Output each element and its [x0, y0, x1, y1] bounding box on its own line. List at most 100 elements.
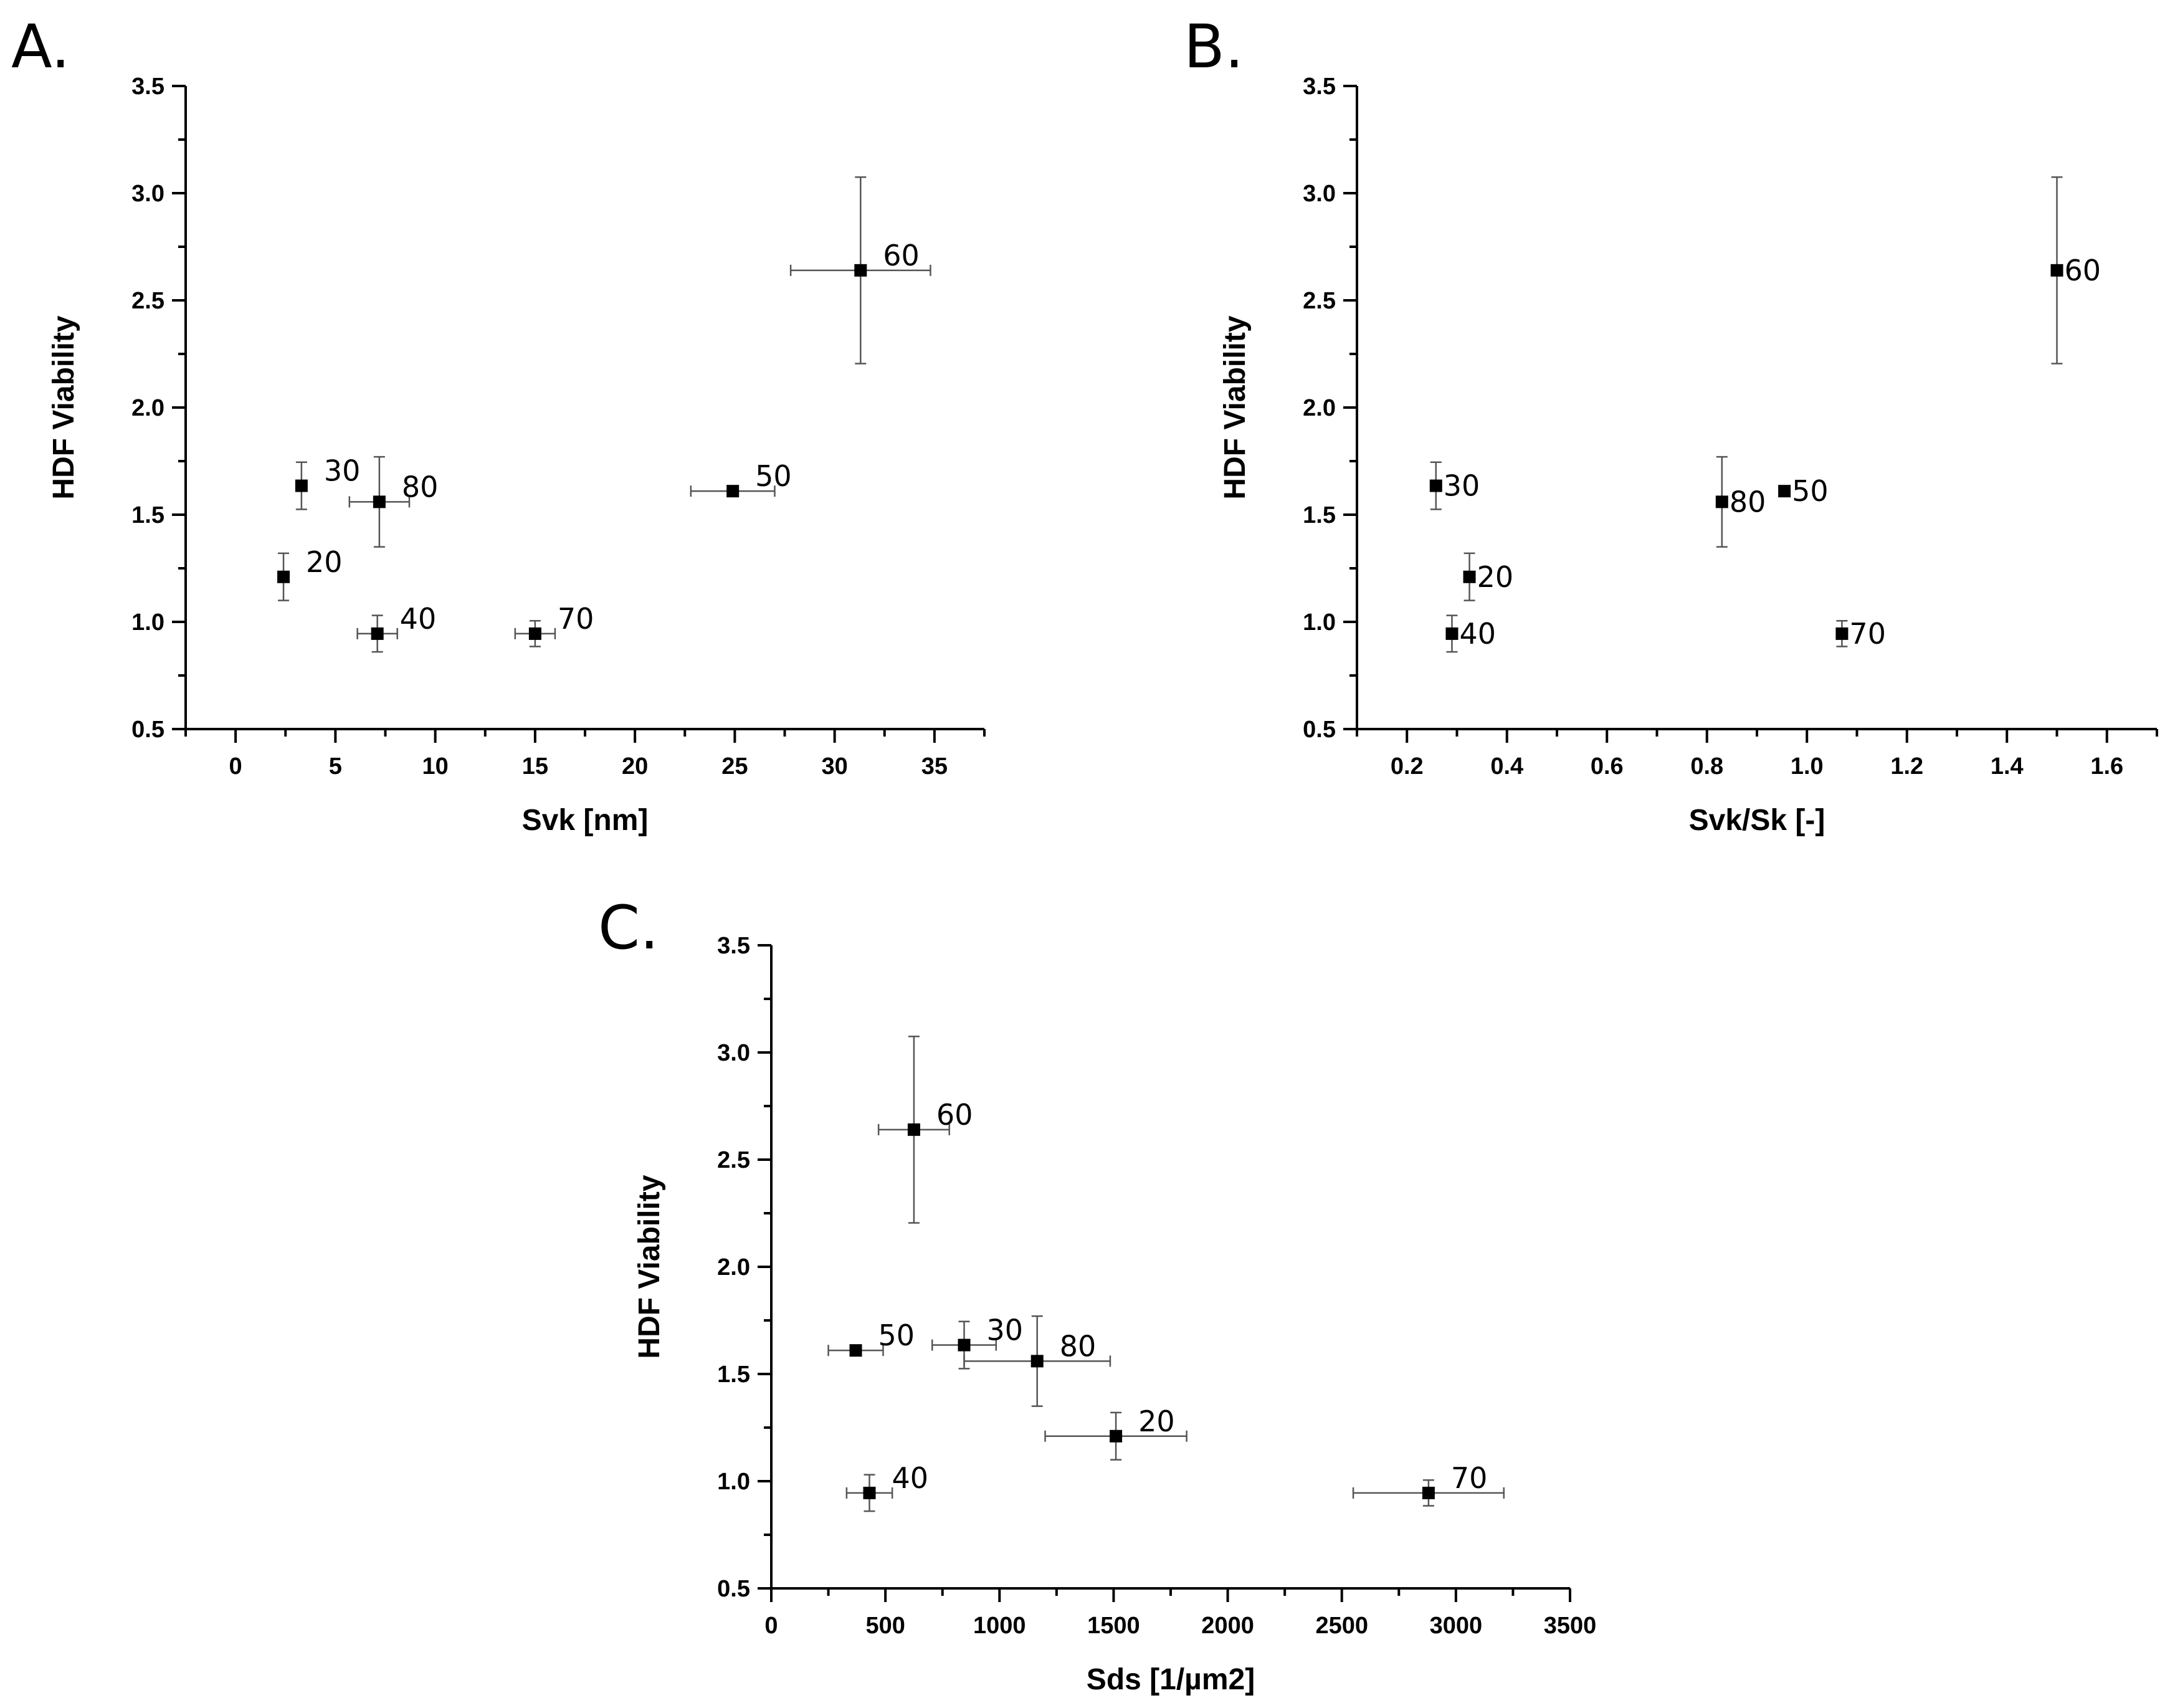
y-tick-label: 1.5: [131, 502, 164, 528]
point-label: 50: [878, 1319, 915, 1352]
point-label: 40: [892, 1461, 929, 1495]
x-tick-label: 2000: [1201, 1613, 1254, 1639]
x-tick-label: 0.8: [1690, 753, 1723, 780]
y-tick-label: 1.5: [1303, 502, 1336, 528]
x-tick-label: 0: [229, 753, 242, 780]
x-tick-label: 10: [422, 753, 448, 780]
point-marker: [1429, 479, 1442, 492]
point-label: 70: [1451, 1461, 1488, 1495]
y-axis-title: HDF Viability: [1219, 315, 1252, 499]
x-tick-label: 2500: [1315, 1613, 1368, 1639]
point-marker: [1030, 1355, 1044, 1368]
point-label: 40: [1459, 617, 1496, 651]
point-label: 70: [1849, 617, 1886, 651]
x-tick-label: 0.2: [1391, 753, 1424, 780]
y-tick-label: 0.5: [131, 717, 164, 743]
point-label: 60: [936, 1098, 973, 1132]
data-point-70: 70: [514, 602, 594, 647]
point-label: 80: [402, 470, 439, 503]
y-tick-label: 3.0: [1303, 181, 1336, 207]
data-point-60: 60: [877, 1035, 973, 1224]
point-marker: [726, 485, 740, 498]
x-tick-label: 1000: [973, 1613, 1026, 1639]
point-label: 30: [1444, 469, 1480, 503]
point-marker: [528, 627, 541, 640]
point-marker: [295, 479, 308, 492]
y-tick-label: 1.5: [717, 1362, 750, 1388]
point-marker: [863, 1486, 876, 1499]
point-marker: [277, 570, 290, 583]
x-tick-label: 3500: [1544, 1613, 1597, 1639]
point-label: 30: [324, 454, 361, 488]
y-tick-label: 2.0: [1303, 395, 1336, 421]
data-point-50: 50: [1778, 474, 1829, 508]
data-point-60: 60: [789, 176, 931, 365]
point-label: 50: [755, 459, 792, 493]
data-point-50: 50: [827, 1319, 915, 1357]
data-point-40: 40: [356, 602, 437, 653]
x-tick-label: 20: [622, 753, 648, 780]
point-label: 60: [883, 239, 920, 272]
point-marker: [1463, 570, 1476, 583]
x-tick-label: 35: [921, 753, 948, 780]
data-point-20: 20: [277, 545, 343, 601]
point-marker: [1778, 485, 1791, 498]
panel-b: B. 0.2 0.4 0.6 0.8 1.0 1.2 1.4 1.6 0.5 1.0 1.5 2.0 2.…: [1184, 12, 2158, 837]
data-point-80: 80: [963, 1315, 1111, 1407]
panel-a: A. 0 5 10 15 20 25 30 35 0.5 1.0 1.5 2.0 2.5 3.0 3.5 Svk…: [11, 12, 986, 837]
point-marker: [371, 627, 384, 640]
x-tick-label: 25: [721, 753, 748, 780]
y-tick-label: 0.5: [717, 1576, 750, 1602]
y-tick-label: 2.5: [717, 1147, 750, 1173]
x-tick-label: 3000: [1430, 1613, 1483, 1639]
x-tick-label: 1500: [1087, 1613, 1140, 1639]
point-marker: [1422, 1486, 1435, 1499]
x-tick-label: 0.6: [1591, 753, 1624, 780]
data-point-80: 80: [1715, 456, 1766, 548]
panel-c: C. 0 500 1000 1500 2000 2500 3000 3500 0.5 1.0 1.5 2…: [598, 893, 1596, 1696]
data-point-70: 70: [1835, 617, 1886, 651]
point-label: 80: [1730, 485, 1766, 518]
data-point-30: 30: [931, 1314, 1023, 1370]
y-tick-label: 2.5: [1303, 288, 1336, 314]
point-label: 40: [400, 602, 437, 636]
y-tick-label: 3.0: [717, 1040, 750, 1066]
x-tick-label: 1.4: [1991, 753, 2024, 780]
x-tick-label: 500: [865, 1613, 905, 1639]
point-marker: [907, 1123, 920, 1136]
y-tick-label: 3.0: [131, 181, 164, 207]
panel-label: B.: [1184, 12, 1244, 82]
panel-label: C.: [598, 893, 659, 963]
y-tick-label: 1.0: [1303, 609, 1336, 636]
point-label: 20: [1138, 1405, 1175, 1438]
x-tick-label: 0: [764, 1613, 778, 1639]
x-tick-label: 15: [522, 753, 548, 780]
y-tick-label: 2.0: [717, 1254, 750, 1281]
y-tick-label: 2.0: [131, 395, 164, 421]
point-label: 20: [1477, 560, 1514, 594]
x-axis-title: Svk/Sk [-]: [1689, 804, 1825, 837]
x-tick-label: 1.6: [2090, 753, 2123, 780]
data-point-30: 30: [295, 454, 361, 510]
point-marker: [2050, 264, 2063, 277]
point-label: 80: [1060, 1329, 1097, 1363]
y-tick-label: 3.5: [131, 74, 164, 100]
point-marker: [854, 264, 867, 277]
data-point-60: 60: [2050, 176, 2101, 365]
x-tick-label: 1.2: [1890, 753, 1923, 780]
data-point-20: 20: [1463, 552, 1514, 601]
data-point-30: 30: [1429, 461, 1480, 510]
data-point-50: 50: [690, 459, 792, 498]
point-marker: [849, 1344, 862, 1357]
x-axis-title: Svk [nm]: [522, 804, 649, 837]
data-point-40: 40: [845, 1461, 929, 1512]
x-tick-label: 0.4: [1490, 753, 1523, 780]
point-marker: [1715, 495, 1728, 508]
data-point-80: 80: [348, 456, 439, 548]
y-tick-label: 0.5: [1303, 717, 1336, 743]
x-tick-label: 1.0: [1791, 753, 1824, 780]
y-axis-title: HDF Viability: [633, 1175, 666, 1358]
x-tick-label: 30: [821, 753, 847, 780]
x-tick-label: 5: [329, 753, 342, 780]
